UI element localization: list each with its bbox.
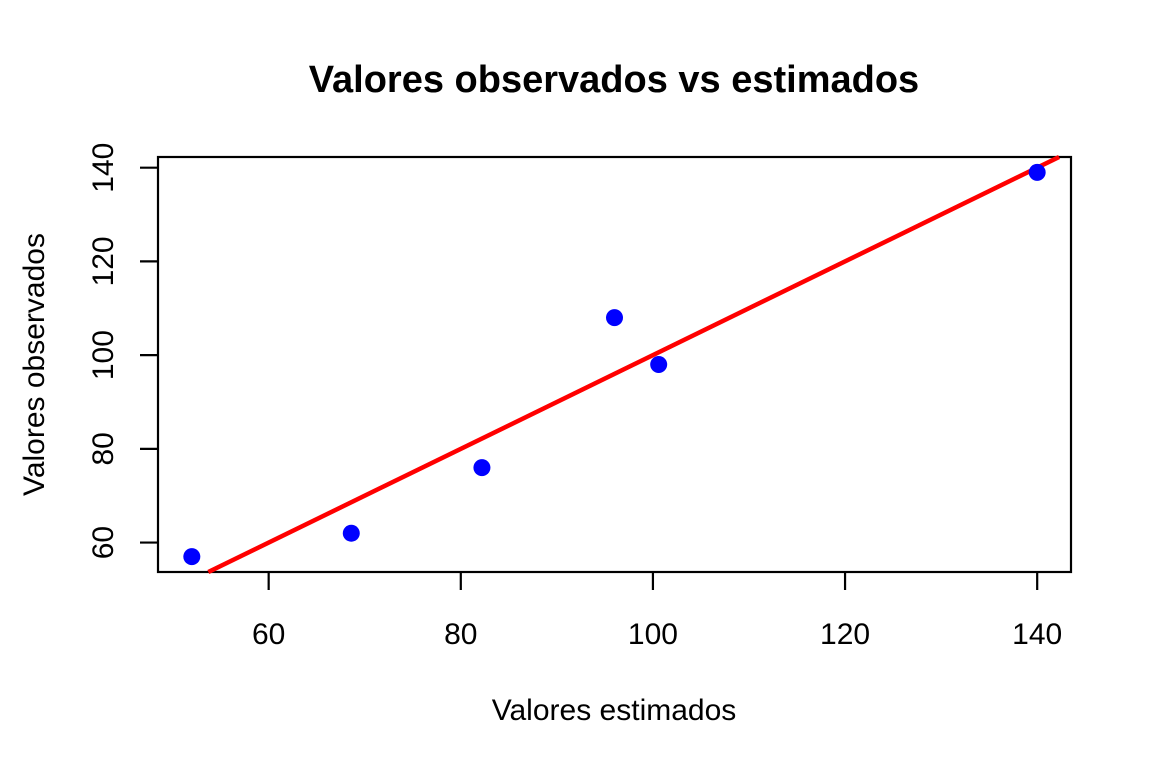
y-tick-label: 100 bbox=[87, 330, 120, 380]
plot-box bbox=[156, 155, 1073, 574]
y-tick-label: 120 bbox=[87, 236, 120, 286]
y-tick-label: 60 bbox=[87, 526, 120, 559]
x-tick-label: 100 bbox=[628, 618, 678, 651]
data-point bbox=[183, 548, 201, 566]
x-axis-label: Valores estimados bbox=[492, 694, 737, 727]
chart-title: Valores observados vs estimados bbox=[309, 59, 919, 101]
identity-line bbox=[207, 154, 1061, 575]
data-point bbox=[650, 356, 668, 373]
data-point bbox=[1028, 163, 1046, 181]
x-tick-label: 60 bbox=[252, 618, 285, 651]
x-tick-label: 140 bbox=[1012, 618, 1062, 651]
y-axis-label: Valores observados bbox=[18, 233, 51, 496]
plot-area: 60 80 100 120 140 60 80 100 120 140 bbox=[87, 143, 1073, 651]
data-point bbox=[473, 459, 491, 477]
data-point bbox=[606, 309, 623, 327]
x-tick-label: 120 bbox=[820, 618, 870, 651]
data-point bbox=[342, 524, 360, 542]
x-tick-label: 80 bbox=[444, 618, 477, 651]
y-tick-label: 140 bbox=[87, 143, 120, 193]
y-tick-label: 80 bbox=[87, 432, 120, 465]
